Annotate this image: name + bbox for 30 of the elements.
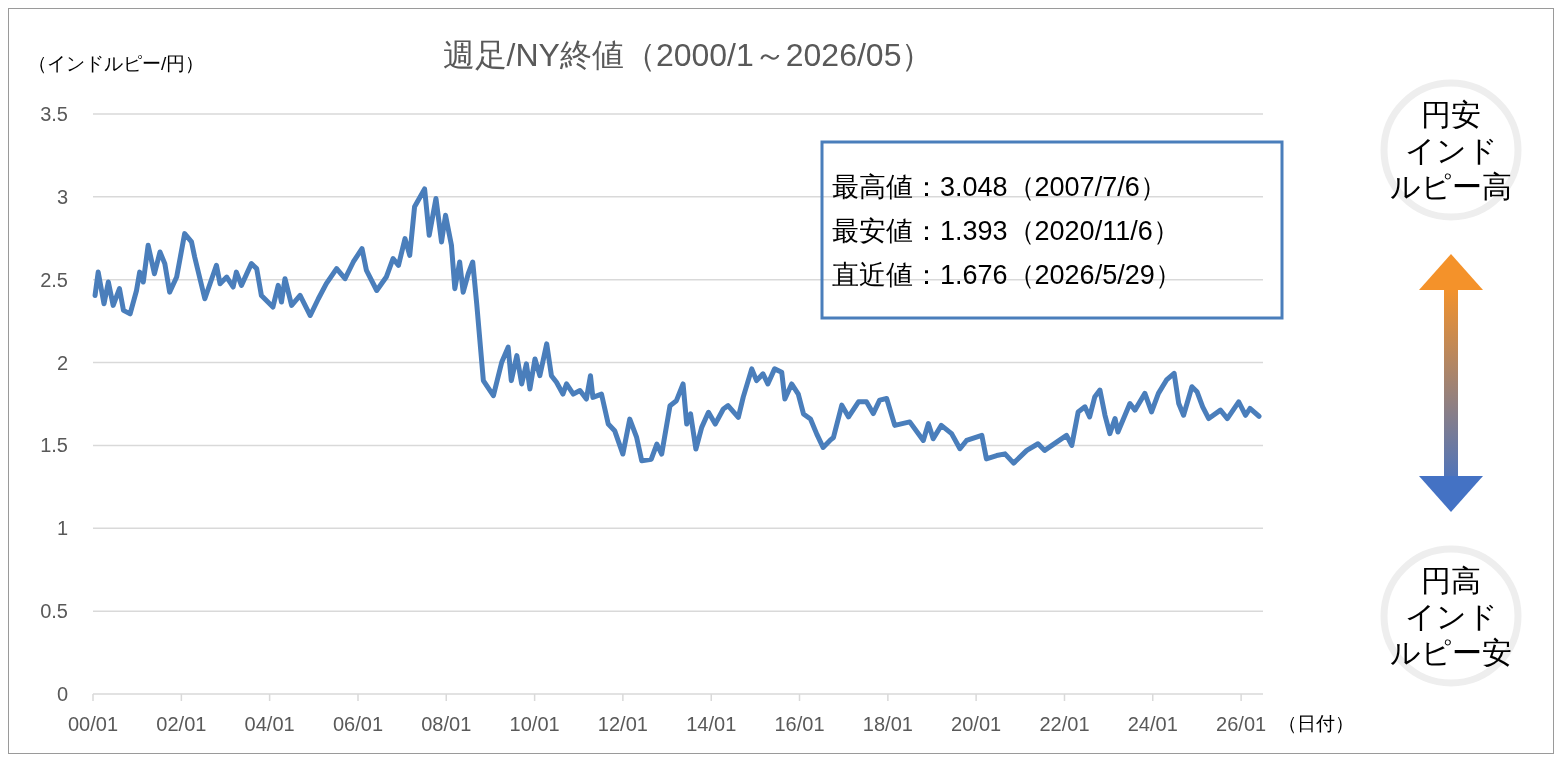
text: 円高インドルピー安	[1390, 564, 1512, 669]
x-tick-label: 18/01	[862, 713, 913, 735]
x-tick-label: 06/01	[332, 713, 384, 735]
y-tick-label: 1	[56, 517, 68, 540]
y-axis-title: （インドルピー/円）	[28, 53, 205, 74]
y-tick-label: 0	[56, 683, 68, 705]
y-tick-label: 3.5	[40, 103, 68, 125]
annotation: 最安値：1.393（2020/11/6）	[832, 216, 1180, 246]
x-axis-title: （日付）	[1278, 713, 1354, 734]
y-tick-label: 2	[56, 351, 68, 374]
x-tick-label: 20/01	[951, 713, 1002, 735]
x-tick-label: 26/01	[1216, 713, 1267, 735]
x-tick-label: 14/01	[686, 713, 737, 735]
y-tick-label: 0.5	[40, 600, 68, 623]
x-tick-label: 22/01	[1039, 713, 1090, 735]
y-tick-label: 3	[56, 185, 68, 208]
x-tick-label: 24/01	[1127, 713, 1178, 735]
x-tick-label: 12/01	[597, 713, 648, 735]
annotation: 最高値：3.048（2007/7/6）	[832, 172, 1167, 202]
x-tick-label: 16/01	[774, 713, 825, 735]
text: 円安インドルピー高	[1390, 98, 1512, 203]
y-tick-label: 1.5	[40, 434, 68, 457]
chart-title: 週足/NY終値（2000/1～2026/05）	[442, 37, 934, 73]
x-tick-label: 02/01	[156, 713, 207, 735]
x-tick-label: 04/01	[244, 713, 295, 735]
y-tick-label: 2.5	[40, 268, 68, 291]
x-tick-label: 08/01	[421, 713, 472, 735]
x-tick-label: 10/01	[509, 713, 560, 735]
annotation: 直近値：1.676（2026/5/29）	[832, 260, 1182, 290]
x-tick-label: 00/01	[67, 713, 119, 735]
